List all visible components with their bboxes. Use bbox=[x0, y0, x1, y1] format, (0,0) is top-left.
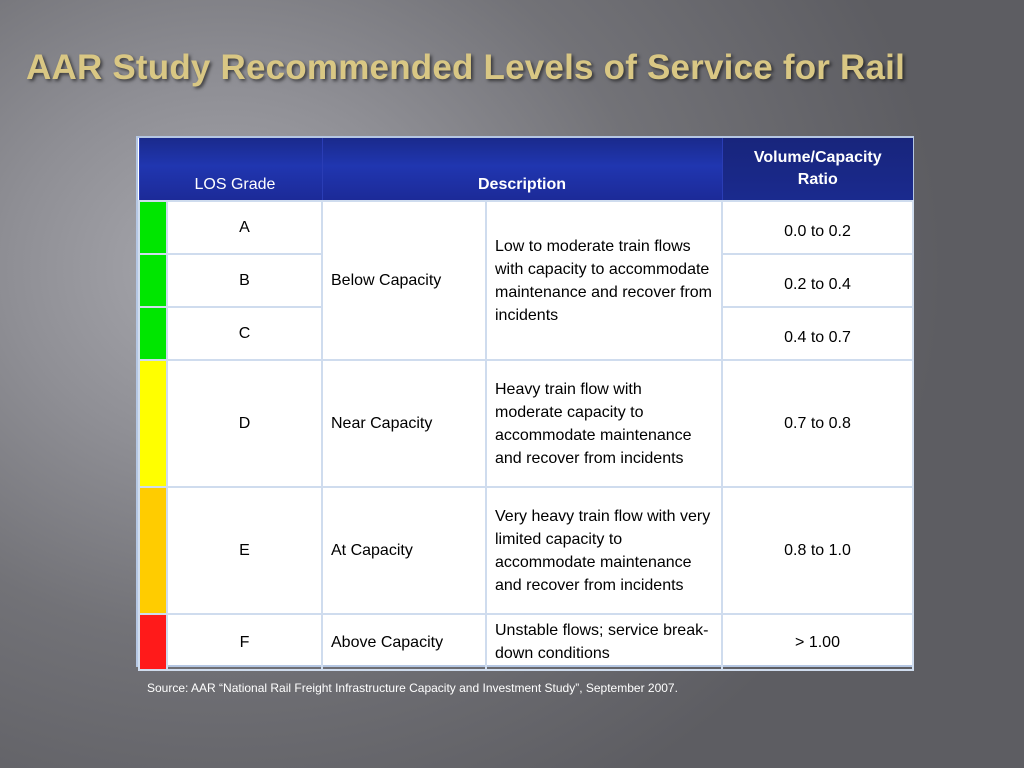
ratio-cell: 0.0 to 0.2 bbox=[721, 200, 915, 255]
los-table-container: LOS Grade Description Volume/Capacity Ra… bbox=[136, 136, 915, 671]
capacity-cell: Below Capacity bbox=[321, 200, 487, 361]
description-cell: Very heavy train flow with very limited … bbox=[484, 486, 724, 615]
capacity-cell: Above Capacity bbox=[321, 613, 487, 671]
ratio-cell: 0.8 to 1.0 bbox=[721, 486, 915, 615]
grade-color-swatch bbox=[138, 613, 168, 671]
header-vc-ratio-line2: Ratio bbox=[797, 171, 838, 188]
grade-cell: B bbox=[166, 253, 323, 308]
header-vc-ratio-line1: Volume/Capacity bbox=[753, 149, 882, 166]
grade-cell: E bbox=[166, 486, 323, 615]
header-description: Description bbox=[321, 138, 723, 201]
grade-cell: C bbox=[166, 306, 323, 361]
header-vc-ratio: Volume/Capacity Ratio bbox=[721, 138, 914, 201]
capacity-cell: At Capacity bbox=[321, 486, 487, 615]
ratio-cell: 0.2 to 0.4 bbox=[721, 253, 915, 308]
description-cell: Heavy train flow with moderate capacity … bbox=[484, 359, 724, 488]
grade-color-swatch bbox=[138, 306, 168, 361]
ratio-cell: > 1.00 bbox=[721, 613, 915, 671]
table-row: B 0.2 to 0.4 bbox=[138, 253, 915, 308]
grade-color-swatch bbox=[138, 253, 168, 308]
grade-color-swatch bbox=[138, 486, 168, 615]
table-header-row: LOS Grade Description Volume/Capacity Ra… bbox=[138, 138, 914, 201]
table-row: C 0.4 to 0.7 bbox=[138, 306, 915, 361]
ratio-cell: 0.4 to 0.7 bbox=[721, 306, 915, 361]
grade-color-swatch bbox=[138, 200, 168, 255]
source-note: Source: AAR “National Rail Freight Infra… bbox=[147, 681, 678, 695]
table-row: E At Capacity Very heavy train flow with… bbox=[138, 486, 915, 615]
header-los-grade: LOS Grade bbox=[138, 138, 322, 201]
description-cell: Low to moderate train flows with capacit… bbox=[484, 200, 724, 361]
table-row: F Above Capacity Unstable flows; service… bbox=[138, 613, 915, 671]
grade-cell: F bbox=[166, 613, 323, 671]
grade-color-swatch bbox=[138, 359, 168, 488]
grade-cell: D bbox=[166, 359, 323, 488]
description-cell: Unstable flows; service break-down condi… bbox=[484, 613, 724, 671]
los-table: LOS Grade Description Volume/Capacity Ra… bbox=[138, 138, 915, 671]
grade-cell: A bbox=[166, 200, 323, 255]
slide-title: AAR Study Recommended Levels of Service … bbox=[26, 48, 906, 87]
table-row: A Below Capacity Low to moderate train f… bbox=[138, 200, 915, 361]
capacity-cell: Near Capacity bbox=[321, 359, 487, 488]
ratio-cell: 0.7 to 0.8 bbox=[721, 359, 915, 488]
table-row: D Near Capacity Heavy train flow with mo… bbox=[138, 359, 915, 488]
